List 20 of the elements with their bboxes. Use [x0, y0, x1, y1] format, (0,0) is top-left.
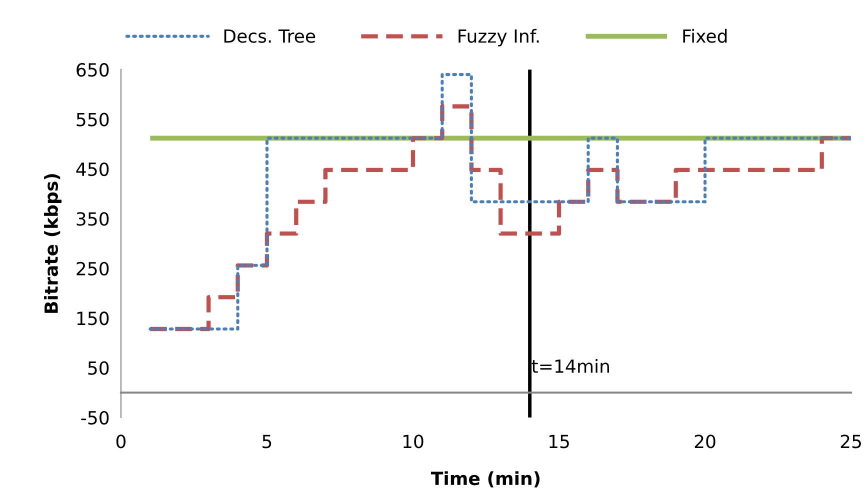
x-tick-label: 0 — [116, 434, 126, 448]
y-tick-label: 450 — [76, 162, 109, 176]
y-tick-label: -50 — [81, 410, 109, 425]
y-tick-label: 650 — [76, 63, 109, 77]
y-tick-label: 550 — [76, 112, 109, 126]
x-tick-label: 25 — [840, 434, 861, 448]
y-tick-label: 150 — [77, 312, 109, 326]
ref-line-label: t=14min — [532, 359, 609, 373]
y-tick-label: 250 — [76, 262, 109, 276]
legend-label: Fixed — [683, 28, 727, 43]
legend-label: Decs. Tree — [224, 29, 316, 43]
x-axis-title: Time (min) — [430, 471, 540, 488]
x-tick-label: 20 — [694, 434, 716, 448]
x-tick-label: 10 — [403, 434, 424, 448]
y-tick-label: 50 — [88, 361, 109, 375]
y-axis-title: Bitrate (kbps) — [44, 174, 62, 313]
y-tick-label: 350 — [76, 212, 109, 226]
legend-label: Fuzzy Inf. — [458, 28, 539, 46]
x-tick-label: 5 — [262, 434, 272, 448]
x-tick-label: 15 — [550, 434, 569, 448]
